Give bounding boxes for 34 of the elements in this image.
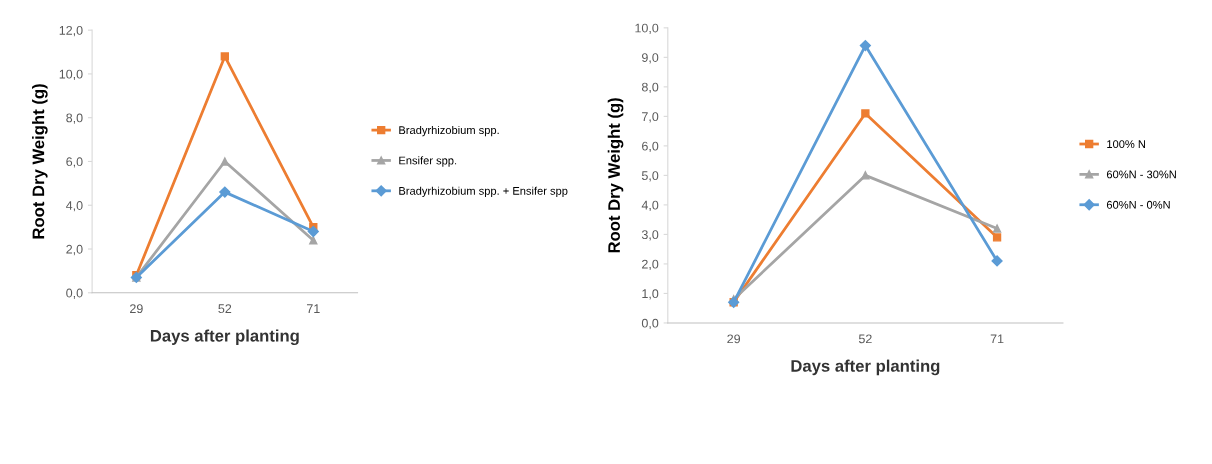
x-tick-label: 71 bbox=[990, 334, 1004, 344]
x-tick-label: 29 bbox=[130, 304, 143, 314]
y-tick-label: 10,0 bbox=[635, 23, 659, 34]
y-tick-label: 9,0 bbox=[642, 53, 659, 64]
y-tick-label: 1,0 bbox=[642, 289, 659, 300]
y-tick-label: 2,0 bbox=[642, 259, 659, 271]
y-tick-label: 4,0 bbox=[66, 201, 83, 212]
legend-label: Bradyrhizobium spp. bbox=[399, 125, 499, 137]
y-tick-label: 8,0 bbox=[66, 113, 83, 124]
y-tick-label: 0,0 bbox=[66, 288, 83, 299]
y-tick-label: 6,0 bbox=[642, 141, 659, 153]
x-tick-label: 29 bbox=[727, 334, 741, 344]
x-tick-label: 71 bbox=[306, 304, 320, 313]
y-tick-label: 8,0 bbox=[641, 82, 659, 93]
y-tick-label: 3,0 bbox=[641, 230, 659, 241]
y-tick-label: 7,0 bbox=[642, 112, 659, 123]
legend-label: Bradyrhizobium spp. + Ensifer spp bbox=[399, 186, 568, 198]
y-axis-title: Root Dry Weight (g) bbox=[607, 98, 624, 253]
y-tick-label: 4,0 bbox=[641, 200, 659, 212]
legend-label: Ensifer spp. bbox=[399, 156, 457, 167]
y-tick-label: 12,0 bbox=[59, 25, 83, 37]
legend-label: 60%N - 0%N bbox=[1106, 200, 1170, 209]
y-tick-label: 5,0 bbox=[641, 171, 659, 182]
x-tick-label: 52 bbox=[218, 304, 232, 314]
y-axis-title: Root Dry Weight (g) bbox=[32, 84, 48, 239]
x-axis-title: Days after planting bbox=[150, 329, 299, 346]
y-tick-label: 0,0 bbox=[641, 318, 659, 330]
legend-label: 100% N bbox=[1107, 140, 1145, 149]
x-tick-label: 52 bbox=[858, 334, 872, 344]
x-axis-title: Days after planting bbox=[791, 359, 940, 376]
y-tick-label: 2,0 bbox=[66, 244, 83, 256]
y-tick-label: 6,0 bbox=[66, 157, 83, 168]
legend-label: 60%N - 30%N bbox=[1106, 170, 1176, 179]
y-tick-label: 10,0 bbox=[59, 69, 83, 81]
